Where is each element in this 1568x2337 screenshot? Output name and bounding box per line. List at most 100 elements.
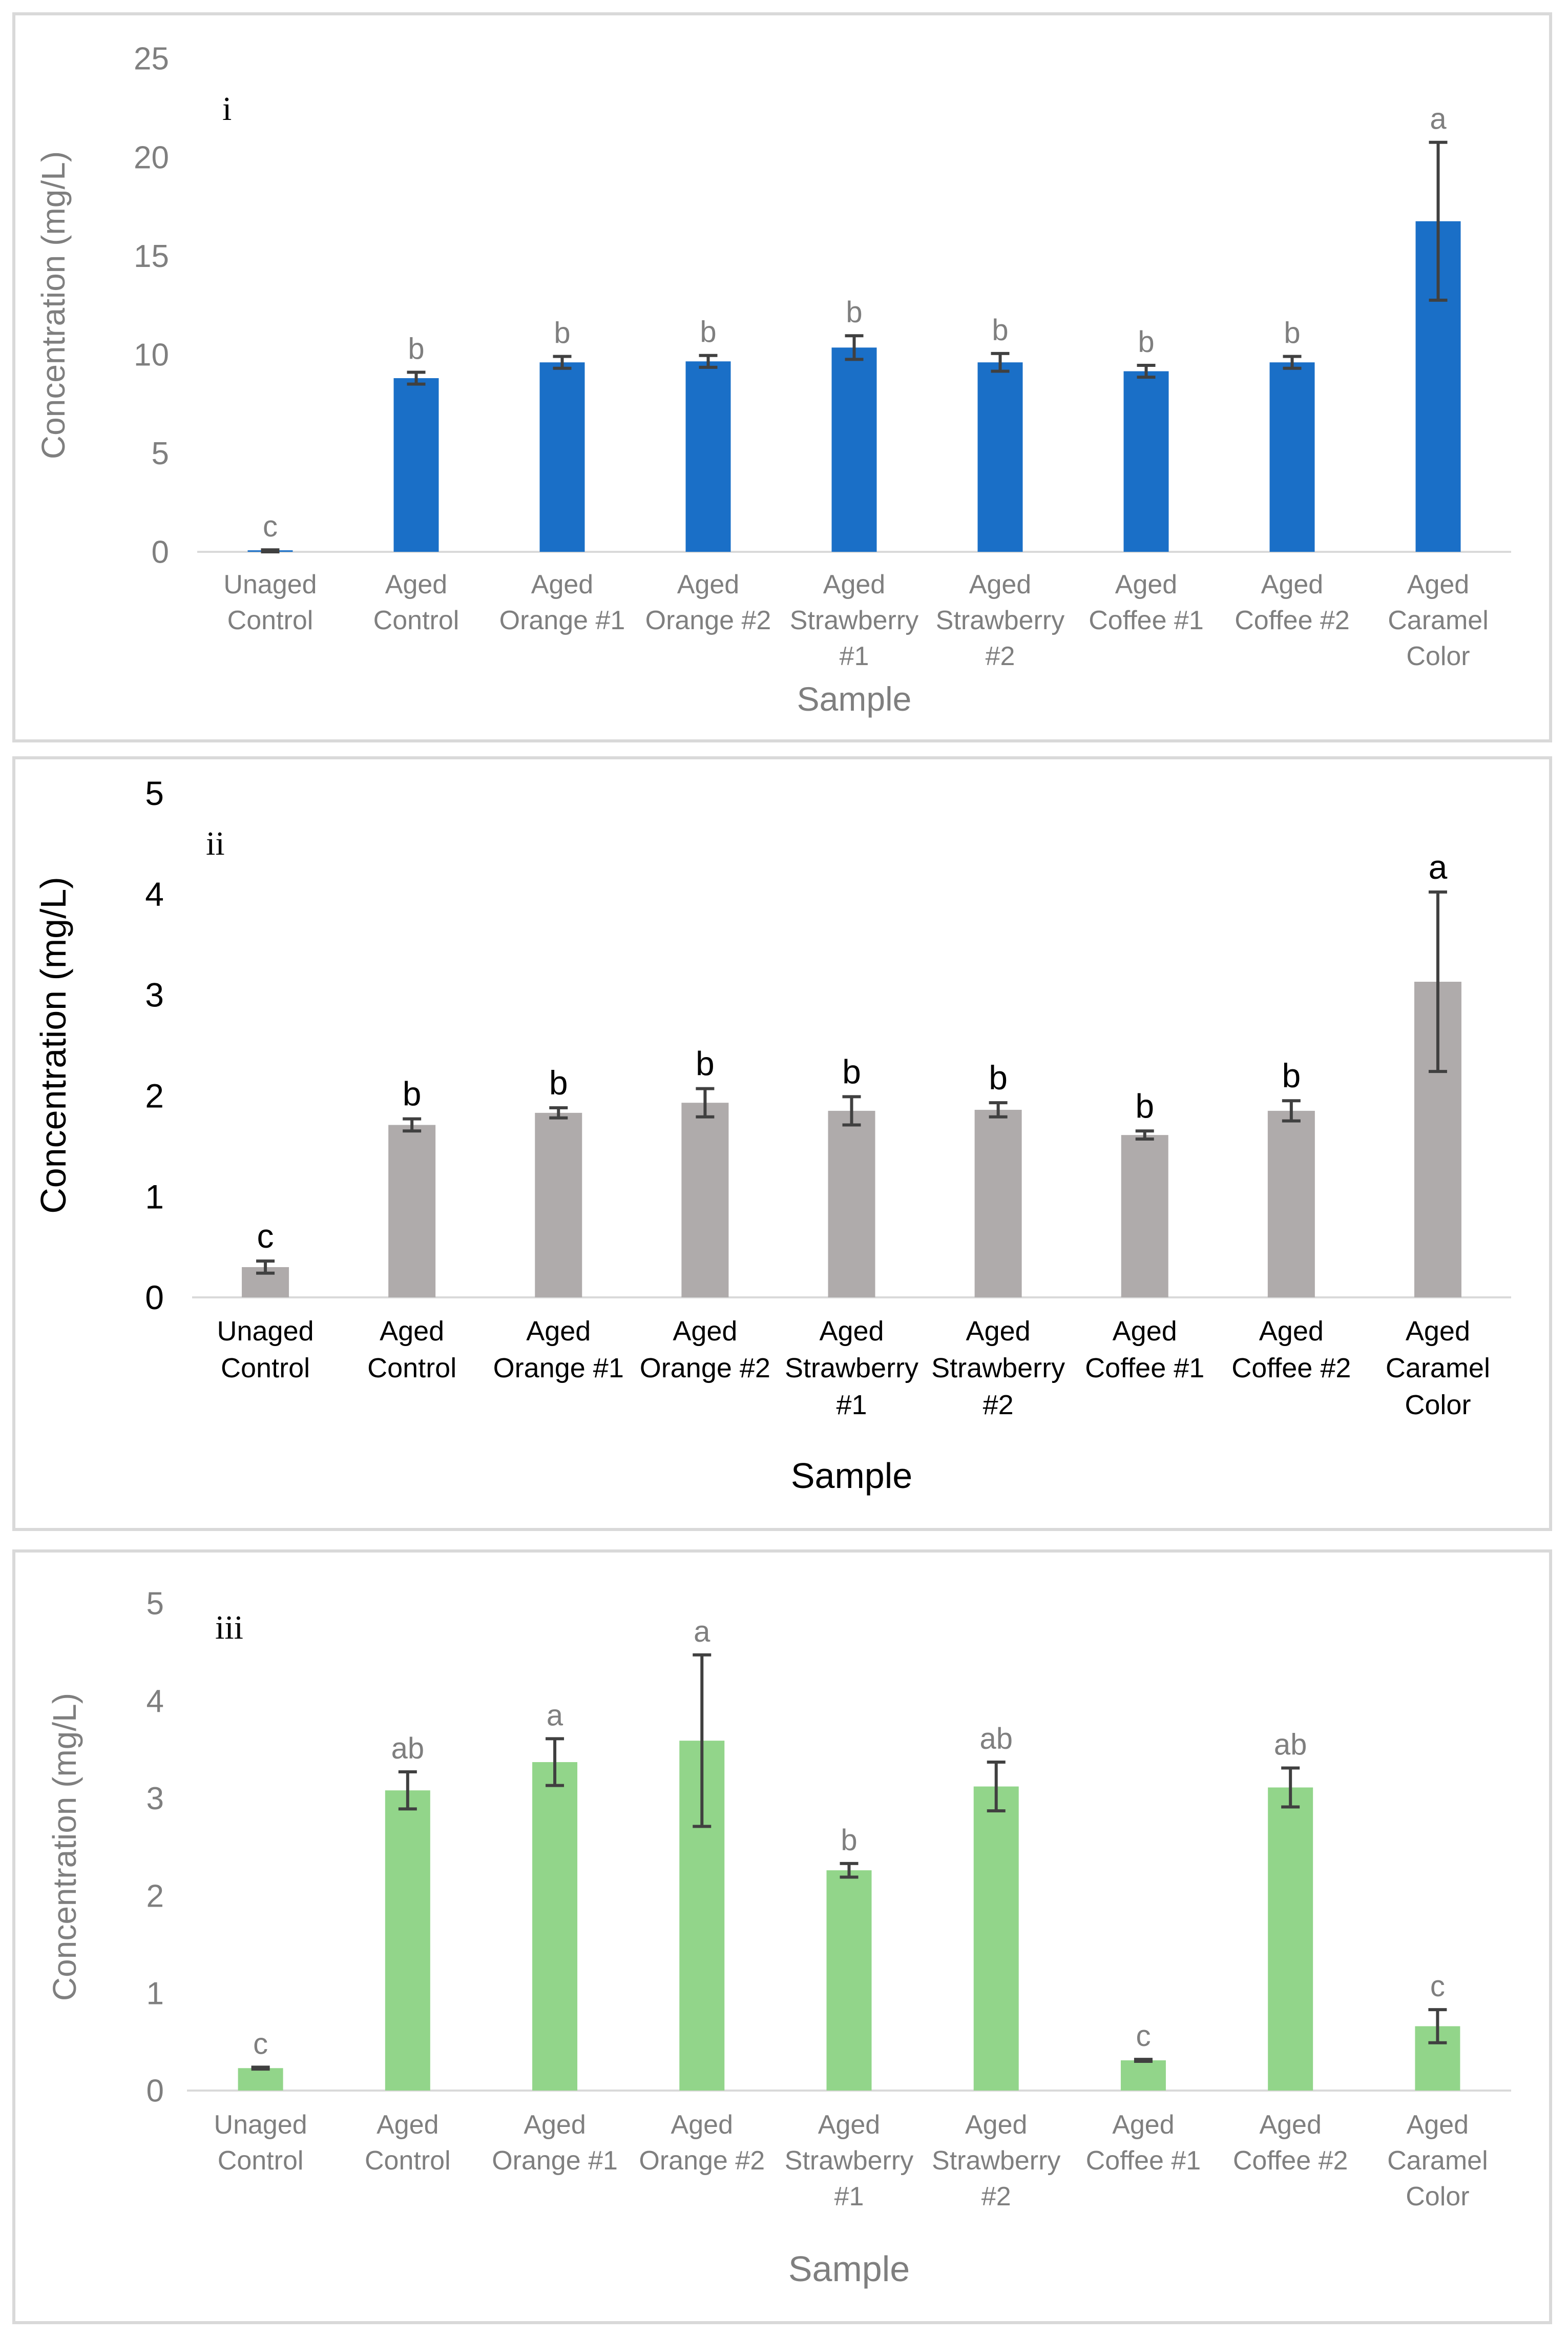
bar [977,362,1023,552]
significance-letter: b [1282,1057,1301,1094]
y-tick-label: 1 [147,1976,164,2012]
bar [831,347,877,552]
x-category-label: Aged Strawberry #2 [932,2110,1060,2211]
significance-letter: b [842,1052,861,1090]
significance-letter: b [992,314,1008,347]
bar [1123,371,1169,552]
chart-ii-svg: 0 1 2 3 4 5 c Unaged Control b Aged Control b Aged Ora… [33,774,1511,1496]
x-category-label: Aged Control [365,2110,451,2176]
y-tick-label: 5 [147,1586,164,1622]
error-bar [1135,1129,1154,1141]
x-category-label: Aged Coffee #2 [1235,570,1350,635]
x-category-label: Aged Control [373,570,459,635]
significance-letter: b [841,1824,857,1857]
x-category-label: Aged Coffee #2 [1231,1316,1351,1383]
bar [1121,1135,1168,1297]
significance-letter: ab [391,1732,425,1765]
x-category-label: Aged Orange #1 [499,570,625,635]
error-bar [1282,1099,1301,1123]
significance-letter: b [846,296,862,329]
y-tick-label: 4 [147,1684,164,1719]
y-axis-title: Concentration (mg/L) [35,151,72,459]
error-bar [256,1259,275,1275]
x-category-label: Aged Coffee #2 [1233,2110,1348,2176]
chart-panel-ii: 0 1 2 3 4 5 c Unaged Control b Aged Control b Aged Ora… [12,756,1552,1531]
x-category-label: Aged Caramel Color [1387,2110,1488,2211]
error-bar [251,2065,270,2071]
error-bar [987,1761,1006,1813]
bar [681,1103,729,1297]
x-category-label: Aged Orange #2 [640,1316,770,1383]
x-category-label: Unaged Control [217,1316,313,1383]
x-category-label: Aged Strawberry #2 [931,1316,1065,1420]
significance-letter: a [1430,102,1447,136]
error-bar [398,1770,417,1811]
error-bar [553,355,572,370]
significance-letter: b [403,1075,422,1113]
chart-panel-i: 0 5 10 15 20 25 c Unaged Control b Aged Control b Age… [12,12,1552,742]
x-category-label: Aged Orange #1 [492,2110,618,2176]
significance-letter: a [547,1699,563,1732]
error-bar [403,1117,422,1133]
x-category-label: Aged Orange #1 [493,1316,624,1383]
error-bar [842,1095,861,1127]
y-tick-label: 15 [134,239,169,274]
bar [393,378,439,552]
y-tick-label: 2 [145,1077,164,1115]
y-tick-label: 3 [147,1781,164,1816]
bar [974,1109,1022,1297]
bar [539,362,585,552]
panel-label: iii [215,1609,243,1646]
error-bar [696,1087,715,1119]
x-category-label: Aged Coffee #1 [1086,2110,1201,2176]
significance-letter: a [694,1615,710,1648]
y-tick-label: 3 [145,976,164,1014]
y-tick-label: 0 [145,1278,164,1316]
significance-letter: b [696,1045,715,1083]
x-axis-title: Sample [788,2249,910,2289]
y-axis-title: Concentration (mg/L) [33,877,73,1214]
significance-letter: c [257,1217,274,1255]
y-tick-label: 0 [152,535,169,570]
error-bar [549,1106,568,1120]
x-category-label: Aged Caramel Color [1388,570,1489,671]
bar [828,1110,875,1297]
error-bar [845,334,864,361]
error-bar [1283,355,1302,370]
significance-letter: b [1284,317,1300,350]
significance-letter: ab [979,1722,1013,1755]
x-category-label: Unaged Control [223,570,317,635]
error-bar [699,354,718,369]
error-bar [407,370,426,386]
x-axis-title: Sample [791,1456,912,1496]
y-tick-label: 20 [134,140,169,175]
panel-label: ii [206,825,225,862]
x-category-label: Aged Coffee #1 [1089,570,1204,635]
bar [385,1790,430,2091]
x-category-label: Aged Coffee #1 [1085,1316,1204,1383]
y-tick-label: 10 [134,338,169,373]
bar [1268,1787,1313,2091]
error-bar [693,1653,712,1828]
y-tick-label: 0 [147,2074,164,2109]
x-category-label: Aged Strawberry #1 [785,1316,918,1420]
significance-letter: b [554,317,570,350]
significance-letter: b [1135,1087,1154,1125]
significance-letter: c [253,2027,268,2060]
bar [973,1786,1019,2091]
x-category-label: Aged Control [367,1316,456,1383]
significance-letter: b [700,316,716,349]
bar [685,361,731,552]
error-bar [1428,890,1447,1073]
significance-letter: c [1430,1970,1445,2003]
error-bar [261,548,280,553]
significance-letter: c [263,510,278,543]
error-bar [1281,1766,1300,1809]
x-category-label: Aged Caramel Color [1386,1316,1490,1420]
bar [388,1125,436,1297]
y-tick-label: 5 [152,436,169,471]
y-tick-label: 1 [145,1177,164,1215]
significance-letter: b [989,1059,1008,1097]
x-category-label: Aged Strawberry #2 [936,570,1064,671]
